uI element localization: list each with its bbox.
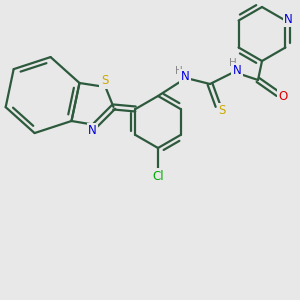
Text: H: H	[175, 66, 183, 76]
Text: S: S	[101, 74, 108, 88]
Text: N: N	[284, 13, 293, 26]
Text: S: S	[218, 104, 226, 118]
Text: O: O	[278, 91, 288, 103]
Text: Cl: Cl	[152, 169, 164, 182]
Text: H: H	[229, 58, 237, 68]
Text: N: N	[88, 124, 97, 137]
Text: N: N	[232, 64, 242, 77]
Text: N: N	[181, 70, 189, 83]
